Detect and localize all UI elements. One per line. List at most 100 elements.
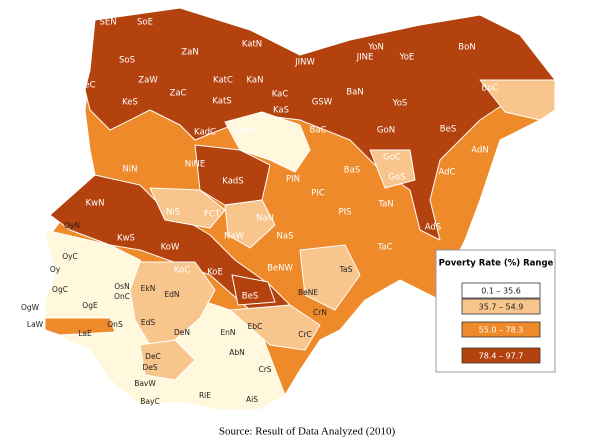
legend-label: 35.7 – 54.9 xyxy=(479,303,524,312)
district-label: TaC xyxy=(377,243,393,253)
district-label: AbN xyxy=(229,348,245,357)
district-label: KeS xyxy=(122,98,138,108)
legend-swatch xyxy=(461,298,541,315)
district-label: KadN xyxy=(233,127,255,137)
district-label: DeC xyxy=(145,352,161,361)
district-label: OnS xyxy=(107,320,123,329)
legend-items: 0.1 – 35.6 35.7 – 54.9 55.0 – 78.3 78.4 – 9… xyxy=(461,282,541,364)
district-label: BeS xyxy=(440,125,456,135)
district-label: NiS xyxy=(166,208,180,218)
region-benue-south xyxy=(231,274,276,306)
legend-swatch xyxy=(461,321,541,338)
district-label: FCT xyxy=(204,210,221,220)
district-label: KaC xyxy=(272,90,289,100)
district-label: OgE xyxy=(82,301,98,310)
district-label: GoS xyxy=(388,173,405,183)
district-label: EnN xyxy=(220,328,235,337)
district-label: NiN xyxy=(122,165,137,175)
district-label: OnC xyxy=(114,292,130,301)
district-label: PIC xyxy=(311,189,325,199)
district-label: YoE xyxy=(399,53,415,63)
region-gombe xyxy=(369,149,416,189)
district-label: BoN xyxy=(458,43,475,53)
region-nasarawa xyxy=(224,199,276,249)
district-label: AdC xyxy=(439,168,456,178)
district-label: BaN xyxy=(346,88,363,98)
district-label: BeS xyxy=(242,292,258,302)
district-label: KadS xyxy=(222,177,243,187)
region-kaduna-north xyxy=(224,111,311,173)
district-label: BeNE xyxy=(298,288,318,297)
district-label: CrC xyxy=(298,330,312,339)
region-niger-south xyxy=(149,187,226,229)
district-label: BaC xyxy=(310,126,327,136)
region-southeast xyxy=(229,304,321,351)
region-taraba-south xyxy=(299,244,361,311)
district-label: TaS xyxy=(339,265,353,274)
district-label: NiNE xyxy=(185,160,205,170)
district-label: OyN xyxy=(64,221,80,230)
legend: Poverty Rate (%) Range 0.1 – 35.6 35.7 – … xyxy=(435,249,556,373)
district-label: GoC xyxy=(383,153,401,163)
district-label: OgW xyxy=(21,303,40,312)
district-label: GoN xyxy=(377,126,395,136)
region-kwara xyxy=(49,174,291,311)
district-label: DeS xyxy=(142,363,157,372)
legend-title: Poverty Rate (%) Range xyxy=(439,259,554,269)
map xyxy=(44,7,556,411)
district-label: RiE xyxy=(199,391,211,400)
district-label: EkN xyxy=(141,284,156,293)
district-label: KwS xyxy=(117,234,135,244)
district-label: KatS xyxy=(212,97,231,107)
district-label: CrS xyxy=(258,365,271,374)
region-lagos xyxy=(44,317,116,336)
district-label: DeN xyxy=(174,328,190,337)
district-label: BavW xyxy=(134,379,156,388)
district-label: CrN xyxy=(313,308,327,317)
district-label: KoW xyxy=(161,243,180,253)
legend-label: 55.0 – 78.3 xyxy=(479,326,524,335)
district-label: BoC xyxy=(482,84,499,94)
district-label: ZaN xyxy=(181,48,198,58)
district-label: JINE xyxy=(356,53,374,63)
legend-swatch xyxy=(461,347,541,364)
district-label: KatC xyxy=(213,76,233,86)
district-label: SoS xyxy=(119,56,135,66)
district-label: OgC xyxy=(52,285,68,294)
district-label: BaS xyxy=(344,166,360,176)
district-label: KatN xyxy=(242,40,262,50)
legend-label: 0.1 – 35.6 xyxy=(481,287,521,296)
district-label: KwN xyxy=(86,199,105,209)
region-north xyxy=(84,7,556,241)
district-label: AdS xyxy=(425,223,441,233)
district-label: YoN xyxy=(367,43,384,53)
district-label: BeNW xyxy=(267,264,293,274)
district-label: NaN xyxy=(256,214,274,224)
district-label: KaS xyxy=(273,106,289,116)
district-label: SEN xyxy=(99,18,116,28)
district-label: NaS xyxy=(277,232,294,242)
district-label: EbC xyxy=(248,322,263,331)
district-label: PIN xyxy=(286,175,300,185)
region-delta xyxy=(139,339,196,381)
district-label: EdN xyxy=(164,290,179,299)
district-label: LaW xyxy=(27,320,44,329)
district-label: BayC xyxy=(140,397,159,406)
district-label: KoE xyxy=(207,268,223,278)
district-label: KadC xyxy=(194,128,216,138)
district-label: ZaC xyxy=(170,89,187,99)
district-label: eC xyxy=(84,81,95,91)
district-label: AdN xyxy=(471,146,488,156)
district-label: PIS xyxy=(338,208,351,218)
legend-swatch xyxy=(461,282,541,299)
district-label: SoE xyxy=(137,18,153,28)
district-label: LaE xyxy=(78,329,92,338)
district-label: KoC xyxy=(174,266,190,276)
district-label: ZaW xyxy=(138,76,158,86)
legend-label: 78.4 – 97.7 xyxy=(479,352,524,361)
source-note: Source: Result of Data Analyzed (2010) xyxy=(219,426,396,438)
region-northeast xyxy=(479,79,556,121)
district-label: NaW xyxy=(224,232,245,242)
district-label: TaN xyxy=(377,200,393,210)
